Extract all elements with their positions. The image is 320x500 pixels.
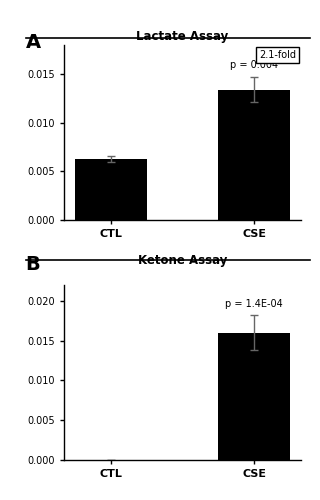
Text: p = 1.4E-04: p = 1.4E-04 [225, 299, 283, 309]
Text: 2.1-fold: 2.1-fold [259, 50, 296, 60]
Text: p = 0.004: p = 0.004 [230, 60, 278, 70]
Bar [218, 90, 290, 220]
Text: A: A [26, 32, 41, 52]
Text: Lactate Assay: Lactate Assay [136, 30, 228, 43]
Text: B: B [26, 255, 40, 274]
Bar [75, 159, 147, 220]
Bar [218, 332, 290, 460]
Text: Ketone Assay: Ketone Assay [138, 254, 227, 267]
